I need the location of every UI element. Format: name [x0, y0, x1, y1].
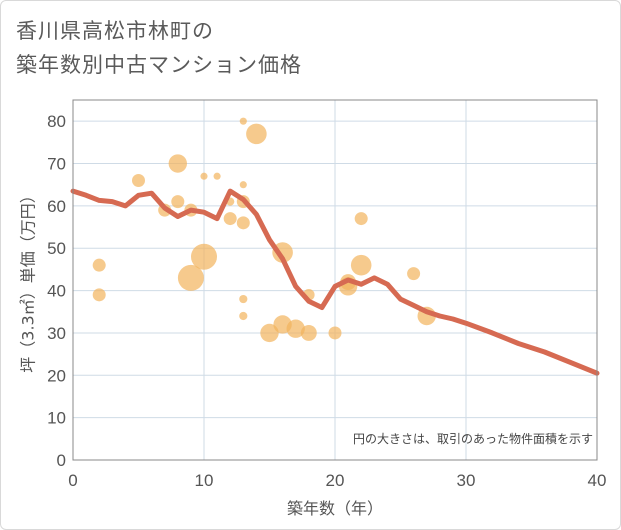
y-tick-label: 30	[47, 324, 66, 343]
y-tick-label: 60	[47, 197, 66, 216]
chart-title-line-1: 香川県高松市林町の	[16, 19, 214, 43]
bubble-point	[300, 324, 317, 341]
chart-title: 香川県高松市林町の 築年数別中古マンション価格	[16, 14, 516, 82]
bubble-point	[92, 288, 106, 302]
bubble-point	[92, 258, 106, 272]
y-tick-label: 80	[47, 112, 66, 131]
bubble-point	[260, 323, 279, 343]
y-tick-label: 40	[47, 282, 66, 301]
trend-line	[70, 188, 600, 376]
x-tick-label: 30	[457, 471, 476, 490]
bubble-point	[200, 172, 208, 180]
bubble-point	[239, 181, 247, 189]
bubble-point	[168, 154, 187, 173]
bubble-point	[213, 172, 221, 180]
x-tick-label: 20	[326, 471, 345, 490]
y-tick-label: 0	[57, 451, 66, 470]
bubble-point	[223, 212, 237, 226]
y-tick-labels: 0 10 20 30 40 50 60 70 80	[47, 112, 66, 470]
x-tick-label: 40	[588, 471, 607, 490]
bubble-point	[328, 326, 342, 340]
bubble-point	[191, 243, 217, 270]
bubble-point	[286, 319, 305, 338]
x-tick-label: 10	[195, 471, 214, 490]
bubble-point	[236, 216, 250, 230]
chart-title-line-2: 築年数別中古マンション価格	[16, 53, 302, 77]
bubble-point	[239, 294, 248, 304]
y-tick-label: 70	[47, 155, 66, 174]
bubble-point	[246, 123, 267, 145]
y-axis-label: 坪（3.3㎡）単価（万円）	[19, 187, 38, 372]
bubble-point	[132, 173, 145, 187]
bubble-point	[239, 311, 248, 321]
plot-border	[72, 99, 598, 461]
x-tick-label: 0	[68, 471, 77, 490]
bubble-point	[407, 267, 421, 281]
y-tick-label: 10	[47, 409, 66, 428]
bubble-point	[171, 195, 185, 209]
bubble-point	[177, 264, 204, 291]
bubble-point	[239, 117, 247, 125]
x-tick-labels: 0 10 20 30 40	[68, 471, 606, 490]
bubble-point	[350, 254, 372, 276]
x-axis-label: 築年数（年）	[287, 499, 383, 518]
y-tick-label: 50	[47, 239, 66, 258]
bubble-point	[354, 212, 368, 226]
y-tick-label: 20	[47, 366, 66, 385]
grid-lines	[72, 100, 598, 461]
bubble-size-note: 円の大きさは、取引のあった物件面積を示す	[353, 431, 593, 446]
